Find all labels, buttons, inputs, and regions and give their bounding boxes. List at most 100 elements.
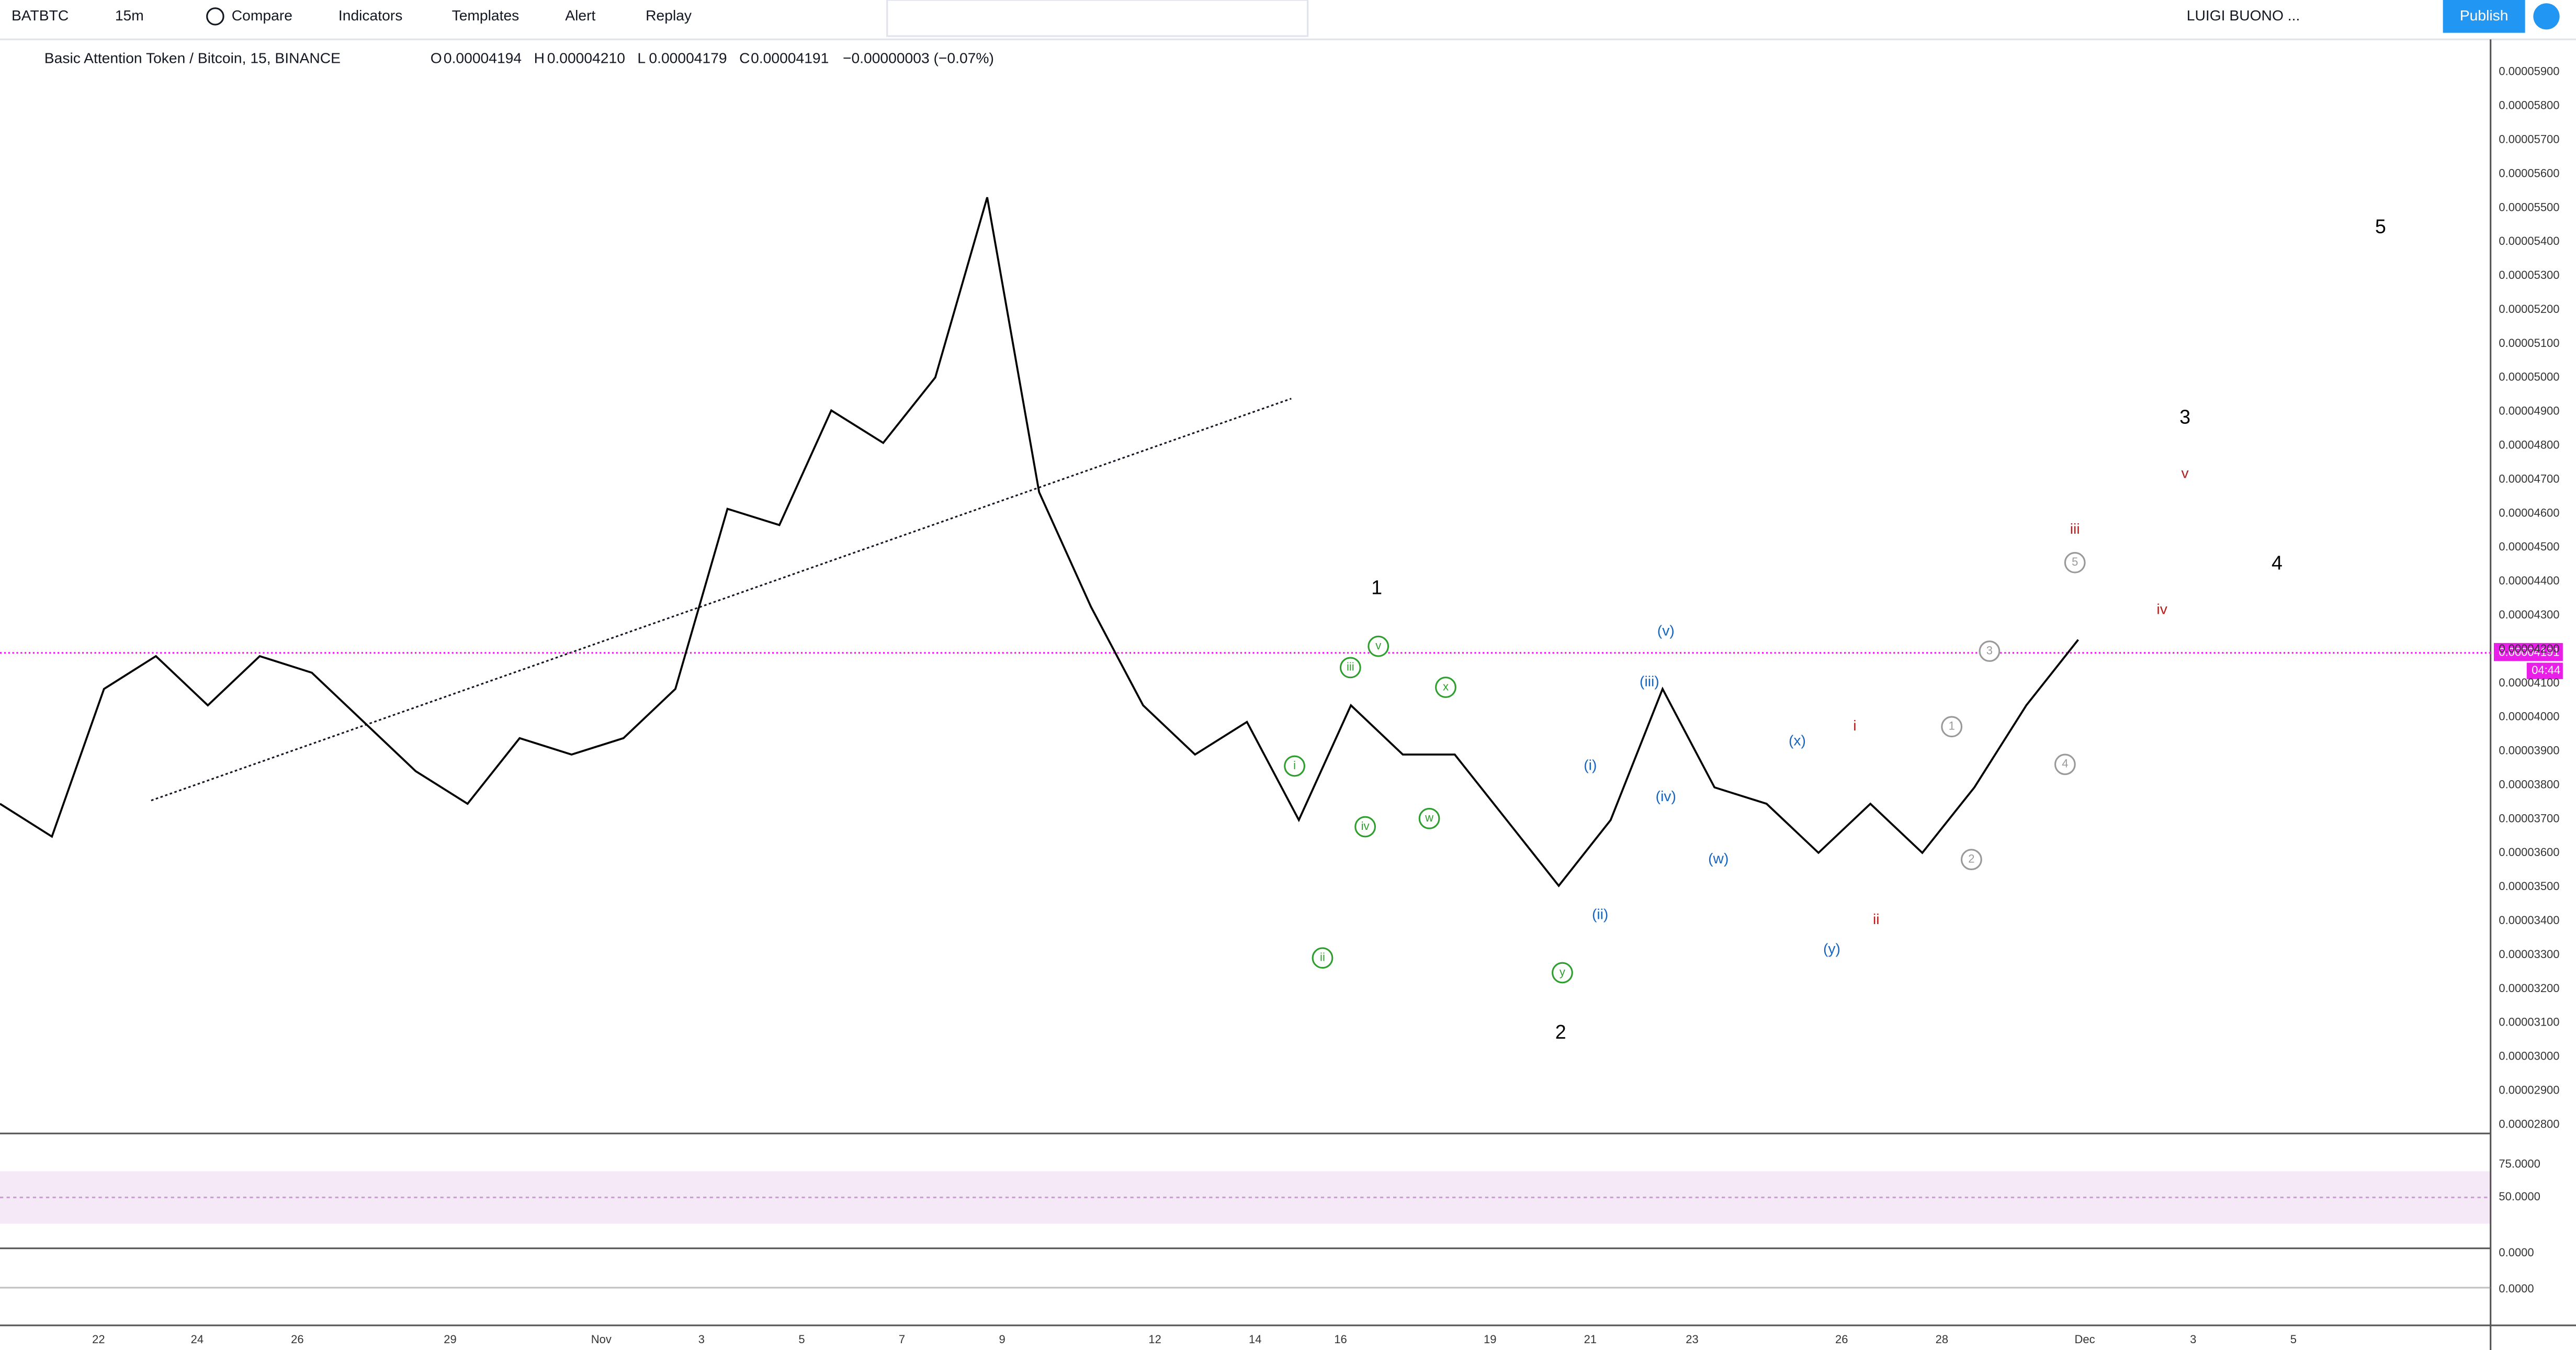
date-label: 3: [698, 1333, 705, 1346]
wave-circle: [1552, 962, 1573, 984]
price-tick-label: 0.00004400: [2499, 574, 2559, 587]
compare-icon[interactable]: [206, 7, 224, 26]
wave-label: (x): [1789, 732, 1806, 748]
wave-label: ii: [1320, 951, 1325, 964]
wave-circle: [1960, 849, 1982, 871]
date-label: 5: [2290, 1333, 2297, 1346]
legend-open: 0.00004194: [444, 49, 522, 66]
legend-title: Basic Attention Token / Bitcoin, 15, BIN…: [44, 49, 341, 66]
rsi-tick-label: 50.0000: [2499, 1190, 2540, 1203]
price-tick-label: 0.00003900: [2499, 744, 2559, 757]
last-price-tag: [2493, 643, 2563, 661]
price-tick-label: 0.00004800: [2499, 438, 2559, 452]
date-label: Dec: [2075, 1333, 2095, 1346]
wave-circle: [1979, 640, 2001, 662]
price-tick-label: 0.00003700: [2499, 812, 2559, 825]
price-tick-label: 0.00005800: [2499, 99, 2559, 112]
legend-h: H: [534, 49, 545, 66]
countdown-tag: [2526, 662, 2563, 679]
wave-label: iv: [2156, 601, 2167, 617]
price-tick-label: 0.00004600: [2499, 506, 2559, 519]
price-tick-label: 0.00005700: [2499, 133, 2559, 146]
price-tick-label: 0.00005900: [2499, 65, 2559, 78]
wave-label: 5: [2375, 216, 2386, 238]
play-button[interactable]: [2533, 3, 2560, 30]
wave-label: 1: [1371, 576, 1382, 598]
indicators[interactable]: Indicators: [338, 7, 402, 24]
wave-label: i: [1293, 759, 1296, 772]
date-label: Nov: [591, 1333, 612, 1346]
date-label: 5: [798, 1333, 805, 1346]
price-tick-label: 0.00005200: [2499, 302, 2559, 316]
price-tick-label: 0.00004300: [2499, 608, 2559, 621]
legend-low: 0.00004179: [649, 49, 727, 66]
wave-label: v: [1375, 639, 1381, 652]
publish-button[interactable]: [2443, 0, 2525, 33]
publish[interactable]: Publish: [2460, 7, 2509, 24]
date-label: 26: [1835, 1333, 1848, 1346]
interval[interactable]: 15m: [115, 7, 144, 24]
wave-label: (iii): [1640, 673, 1659, 690]
last-price: 0.00004191: [2499, 645, 2559, 658]
price-tick-label: 0.00004500: [2499, 540, 2559, 553]
wave-circle: [1339, 657, 1361, 679]
legend-c: C: [739, 49, 750, 66]
legend-o: O: [431, 49, 442, 66]
wave-label: (i): [1584, 756, 1597, 773]
user[interactable]: LUIGI BUONO ...: [2187, 7, 2300, 24]
price-tick-label: 0.00003300: [2499, 948, 2559, 961]
wave-label: 4: [2062, 757, 2068, 770]
date-label: 19: [1484, 1333, 1496, 1346]
replay[interactable]: Replay: [646, 7, 692, 24]
date-label: 9: [999, 1333, 1005, 1346]
wave-label: 1: [1949, 719, 1955, 733]
price-tick-label: 0.00004000: [2499, 710, 2559, 723]
trend-line: [151, 398, 1292, 802]
date-label: 29: [444, 1333, 456, 1346]
templates[interactable]: Templates: [452, 7, 519, 24]
alert[interactable]: Alert: [565, 7, 595, 24]
price-tick-label: 0.00003600: [2499, 846, 2559, 859]
wave-label: 3: [1986, 644, 1993, 657]
price-tick-label: 0.00003100: [2499, 1016, 2559, 1029]
wave-label: (ii): [1592, 906, 1608, 923]
wave-label: (v): [1657, 622, 1675, 638]
date-label: 23: [1686, 1333, 1698, 1346]
date-label: 14: [1249, 1333, 1261, 1346]
wave-label: ii: [1873, 910, 1880, 927]
countdown: 04:44: [2532, 663, 2560, 677]
wave-label: 4: [2272, 552, 2283, 573]
price-tick-label: 0.00003500: [2499, 880, 2559, 893]
legend-high: 0.00004210: [547, 49, 625, 66]
wave-circle: [1435, 677, 1456, 698]
wave-label: v: [2182, 464, 2189, 481]
date-label: 12: [1148, 1333, 1161, 1346]
wave-circle: [1418, 807, 1440, 829]
date-label: 24: [191, 1333, 204, 1346]
rsi-tick-label: 75.0000: [2499, 1157, 2540, 1171]
price-tick-label: 0.00002800: [2499, 1117, 2559, 1130]
wave-label: iii: [2070, 520, 2080, 537]
price-tick-label: 0.00005500: [2499, 200, 2559, 213]
price-tick-label: 0.00003800: [2499, 778, 2559, 791]
wave-circle: [2054, 753, 2076, 775]
rsi-band: [0, 1171, 2491, 1224]
price-tick-label: 0.00003200: [2499, 982, 2559, 995]
price-tick-label: 0.00004900: [2499, 404, 2559, 418]
compare[interactable]: Compare: [232, 7, 292, 24]
symbol[interactable]: BATBTC: [12, 7, 69, 24]
price-line: [0, 197, 2079, 887]
price-tick-label: 0.00005300: [2499, 268, 2559, 282]
price-tick-label: 0.00004100: [2499, 676, 2559, 689]
price-tick-label: 0.00005400: [2499, 234, 2559, 248]
wave-circle: [1941, 716, 1963, 738]
wave-label: (y): [1823, 940, 1840, 957]
date-label: 28: [1936, 1333, 1948, 1346]
price-tick-label: 0.00004200: [2499, 642, 2559, 655]
wave-label: (w): [1708, 850, 1728, 867]
wave-label: iv: [1361, 819, 1370, 833]
wave-circle: [2064, 552, 2086, 573]
price-tick-label: 0.00005100: [2499, 336, 2559, 350]
wave-circle: [1368, 635, 1389, 657]
